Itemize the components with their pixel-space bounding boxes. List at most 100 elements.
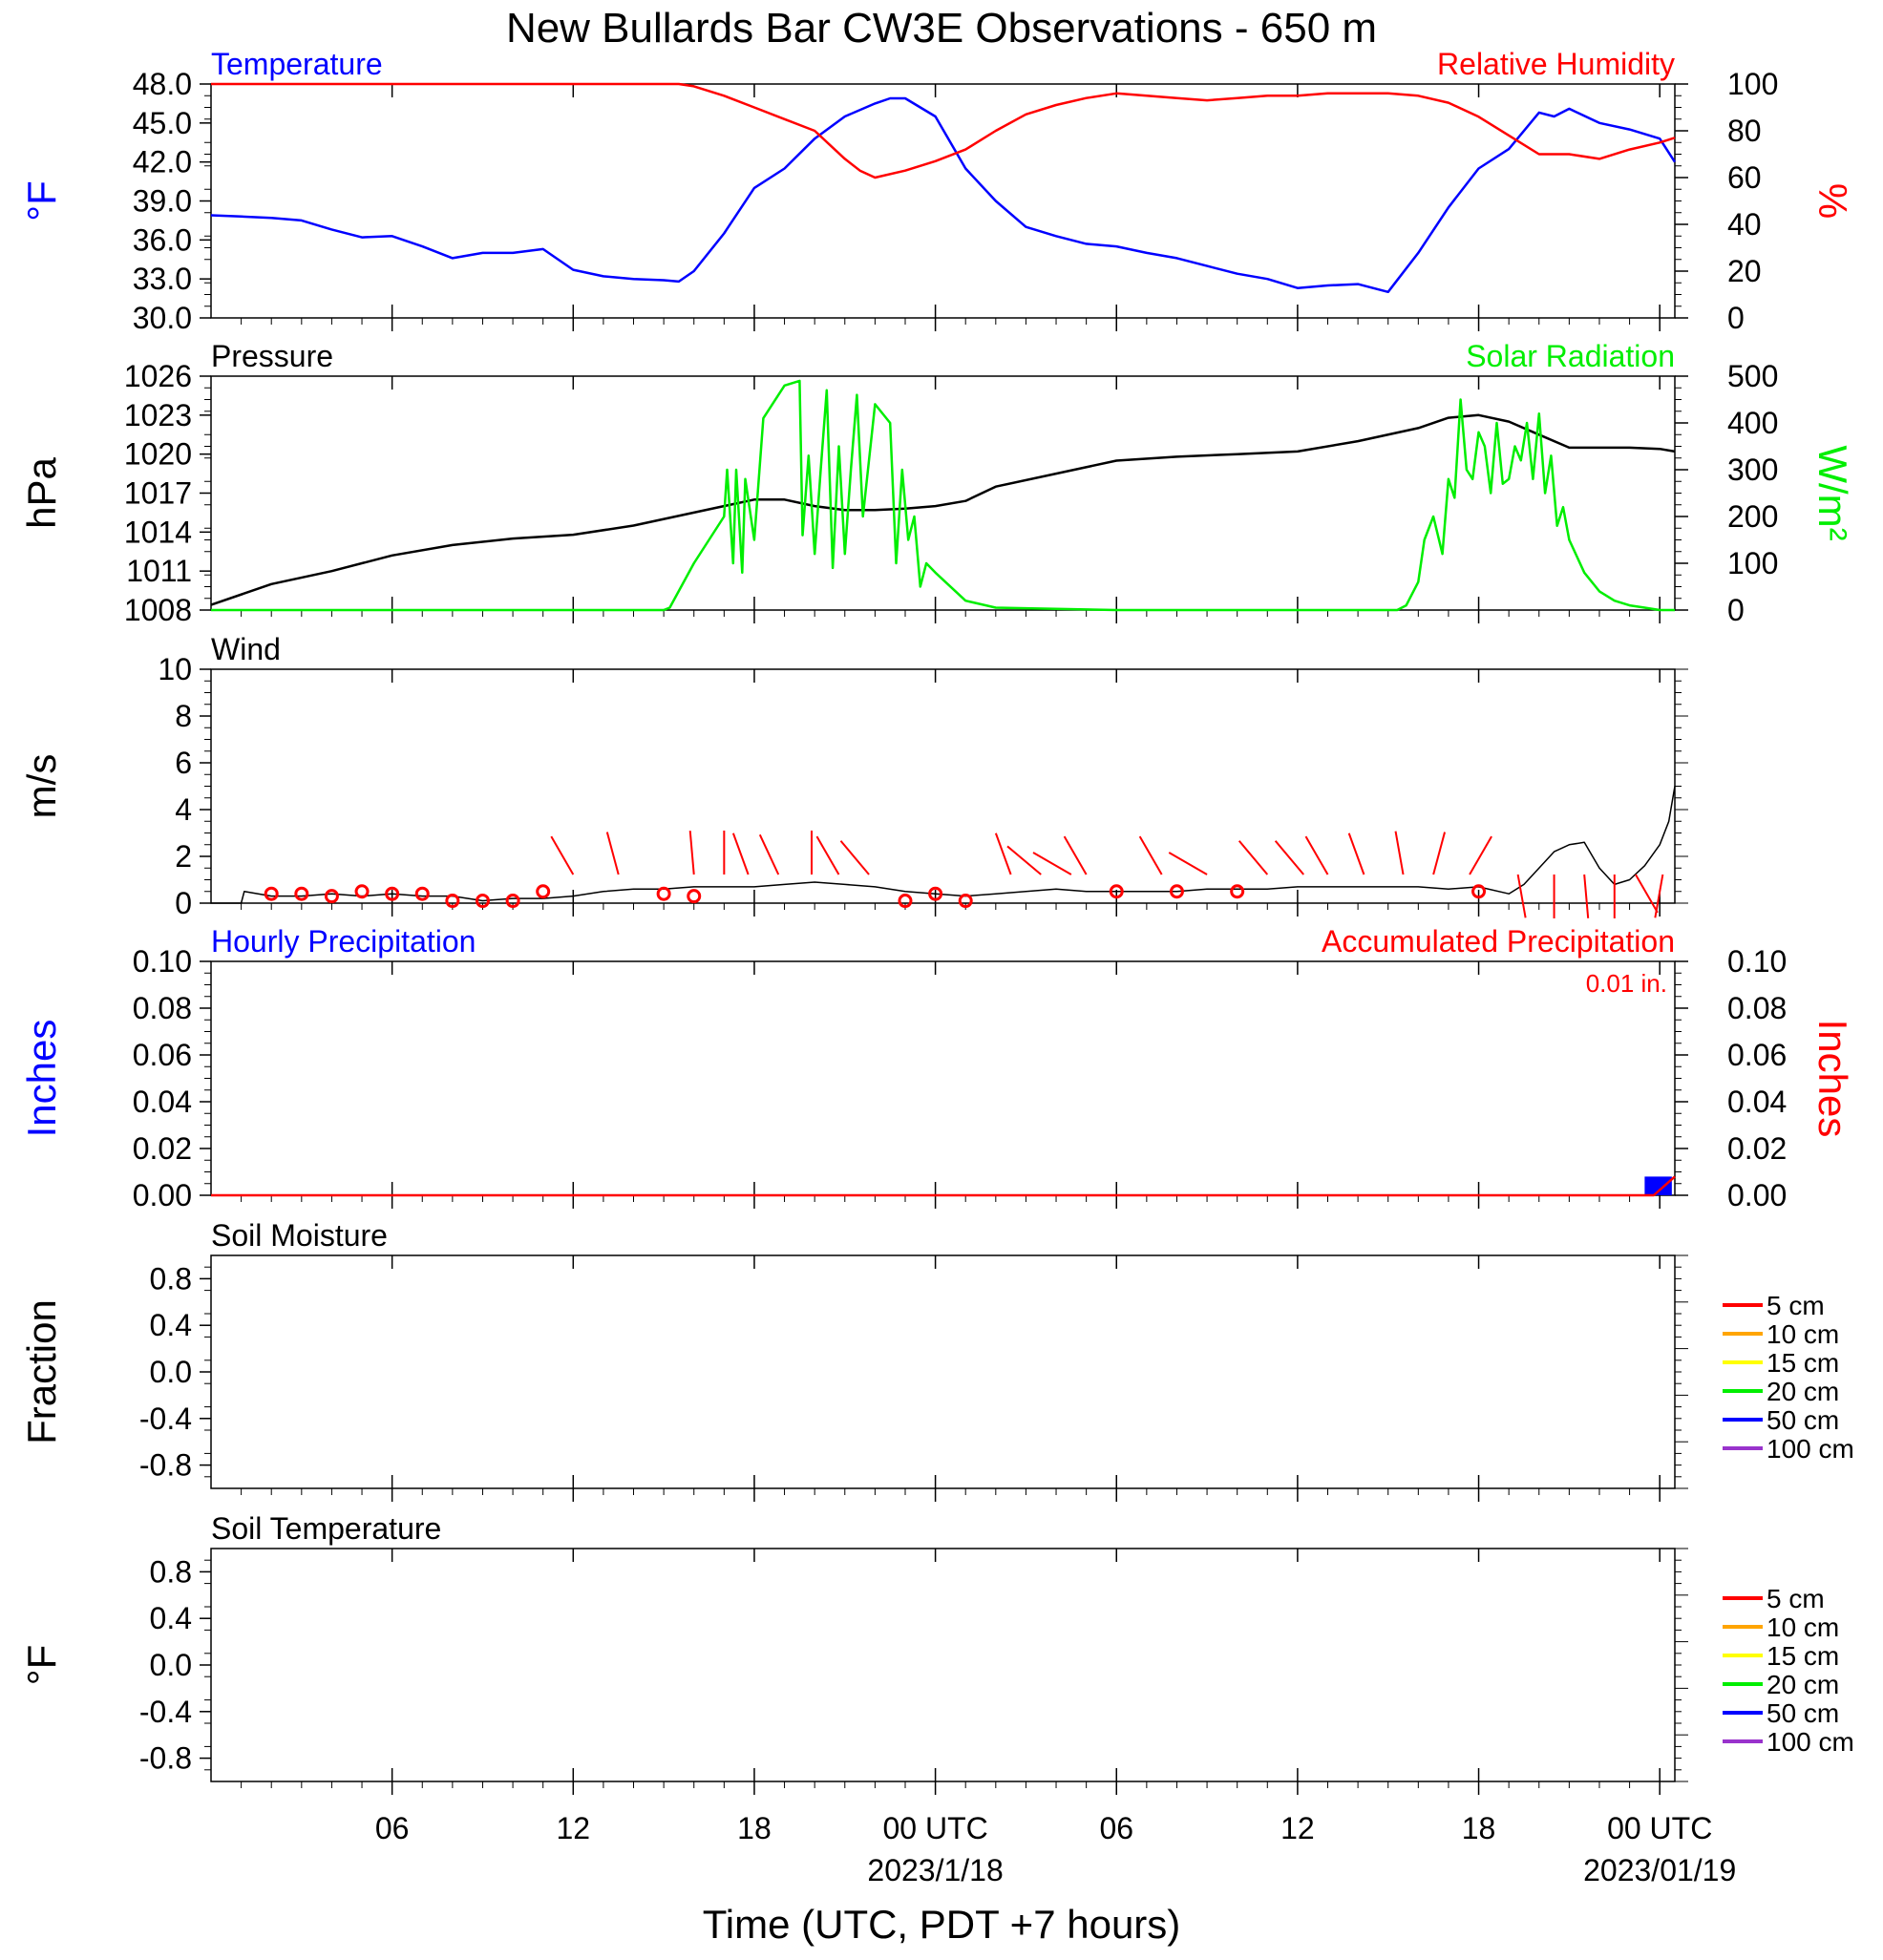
panel-left-title: Temperature — [211, 47, 383, 81]
panel-right-title: Accumulated Precipitation — [1322, 924, 1675, 959]
y-tick-label: 8 — [175, 699, 192, 733]
panel-frame — [210, 1254, 1676, 1489]
calm-wind-marker — [505, 894, 520, 909]
legend-label: 5 cm — [1767, 1291, 1825, 1320]
y-tick-label: -0.8 — [139, 1741, 192, 1776]
y-tick-label: 1023 — [124, 398, 192, 432]
y-tick-label: 48.0 — [133, 67, 192, 101]
panel-right-title: Solar Radiation — [1466, 339, 1675, 373]
calm-wind-marker — [656, 886, 671, 901]
y-axis-label-left: Inches — [19, 1020, 64, 1138]
y-tick-label: 1014 — [124, 515, 192, 549]
series-line-temperature — [210, 96, 1677, 294]
calm-wind-marker — [928, 886, 943, 901]
legend-label: 10 cm — [1767, 1319, 1839, 1349]
chart-title: New Bullards Bar CW3E Observations - 650… — [506, 5, 1377, 52]
legend-label: 20 cm — [1767, 1377, 1839, 1406]
y-axis-label-right: % — [1810, 183, 1855, 219]
wind-barb — [1635, 874, 1659, 914]
y-tick-label: -0.8 — [139, 1448, 192, 1483]
y-tick-label: 1008 — [124, 593, 192, 627]
y-axis-label-left: °F — [19, 1645, 64, 1685]
wind-barb — [1347, 832, 1365, 875]
wind-barb — [731, 832, 750, 875]
y-tick-label: 0.08 — [133, 991, 192, 1025]
wind-barb — [1469, 835, 1492, 875]
panel-precipitation: 0.10 0.08 0.06 0.04 0.02 0.00 0.10 0.08 0.06 0.04… — [19, 924, 1855, 1212]
wind-barb — [1516, 874, 1527, 918]
y-axis-label-right: W/m² — [1810, 445, 1855, 540]
y-axis-label-left: °F — [19, 180, 64, 221]
calm-wind-marker — [475, 894, 490, 909]
wind-barb — [994, 832, 1012, 875]
x-tick-label: 00 UTC — [1607, 1811, 1712, 1845]
wind-barb — [1654, 874, 1664, 918]
x-tick-label: 06 — [375, 1811, 410, 1845]
y-tick-label: 39.0 — [133, 184, 192, 219]
panel-pressure: 1026 1023 1020 1017 1014 1011 1008 500 400 300 200… — [19, 339, 1855, 627]
panel-right-title: Relative Humidity — [1437, 47, 1675, 81]
y-axis-label-left: m/s — [19, 754, 64, 819]
wind-barb — [688, 831, 695, 875]
y-tick-label: 42.0 — [133, 145, 192, 179]
y-right-tick-label: 500 — [1727, 359, 1778, 393]
wind-barb — [1304, 835, 1329, 875]
x-tick-label: 18 — [1462, 1811, 1496, 1845]
y-tick-label: 30.0 — [133, 301, 192, 335]
calm-wind-marker — [1471, 884, 1487, 899]
y-tick-label: -0.4 — [139, 1695, 192, 1729]
y-tick-label: 33.0 — [133, 262, 192, 296]
y-right-tick-label: 40 — [1727, 207, 1762, 242]
calm-wind-marker — [264, 886, 279, 901]
x-tick-label: 00 UTC — [882, 1811, 987, 1845]
wind-barb — [605, 832, 620, 875]
legend-label: 100 cm — [1767, 1434, 1854, 1464]
y-tick-label: 0.04 — [133, 1085, 192, 1119]
y-tick-label: 0.8 — [150, 1554, 192, 1589]
series-line-pressure — [210, 413, 1676, 606]
time-axis: 06 12 18 00 UTC 2023/1/18 06 12 18 00 UTC 2023/01… — [375, 1811, 1736, 1887]
wind-barb — [815, 835, 840, 875]
wind-barb — [1583, 874, 1590, 918]
y-right-tick-label: 0.02 — [1727, 1131, 1787, 1166]
y-tick-label: 0 — [175, 886, 192, 920]
y-axis-label-left: Fraction — [19, 1299, 64, 1444]
series-line-solar-radiation — [211, 379, 1675, 612]
legend-label: 15 cm — [1767, 1641, 1839, 1671]
wind-barb — [1032, 852, 1072, 875]
panel-wind: 10 8 6 4 2 0 Wind m/s — [19, 632, 1688, 920]
wind-barb — [1138, 835, 1163, 875]
y-right-tick-label: 300 — [1727, 453, 1778, 487]
y-tick-label: 1017 — [124, 476, 192, 511]
precip-bar — [1644, 1176, 1672, 1195]
series-line-wind — [211, 786, 1676, 904]
y-tick-label: 6 — [175, 746, 192, 780]
calm-wind-marker — [445, 894, 460, 909]
y-right-tick-label: 0.04 — [1727, 1085, 1787, 1119]
calm-wind-marker — [354, 884, 370, 899]
y-tick-label: 0.02 — [133, 1131, 192, 1166]
wind-barb — [1006, 845, 1042, 875]
y-axis-label-right: Inches — [1810, 1020, 1855, 1138]
chart-panels: 48.045.042.039.036.033.030.0100806040200… — [19, 47, 1855, 1795]
y-tick-label: 0.0 — [150, 1648, 192, 1682]
calm-wind-marker — [1109, 884, 1124, 899]
legend-label: 10 cm — [1767, 1612, 1839, 1642]
x-tick-label: 06 — [1099, 1811, 1133, 1845]
panel-left-title: Pressure — [211, 339, 333, 373]
y-tick-label: 0.4 — [150, 1601, 192, 1635]
y-right-tick-label: 0.06 — [1727, 1038, 1787, 1072]
x-tick-label: 18 — [737, 1811, 772, 1845]
calm-wind-marker — [324, 889, 339, 904]
panel-soil-moisture: 0.8 0.4 0.0 -0.4 -0.8 Soil Moisture Fraction 5 … — [19, 1218, 1854, 1502]
calm-wind-marker — [385, 886, 400, 901]
legend-label: 100 cm — [1767, 1727, 1854, 1757]
y-tick-label: 2 — [175, 839, 192, 874]
calm-wind-marker — [898, 894, 913, 909]
legend-label: 50 cm — [1767, 1405, 1839, 1435]
y-tick-label: 0.0 — [150, 1355, 192, 1389]
y-tick-label: 10 — [158, 652, 192, 686]
y-tick-label: 1020 — [124, 437, 192, 472]
x-tick-label: 12 — [557, 1811, 591, 1845]
